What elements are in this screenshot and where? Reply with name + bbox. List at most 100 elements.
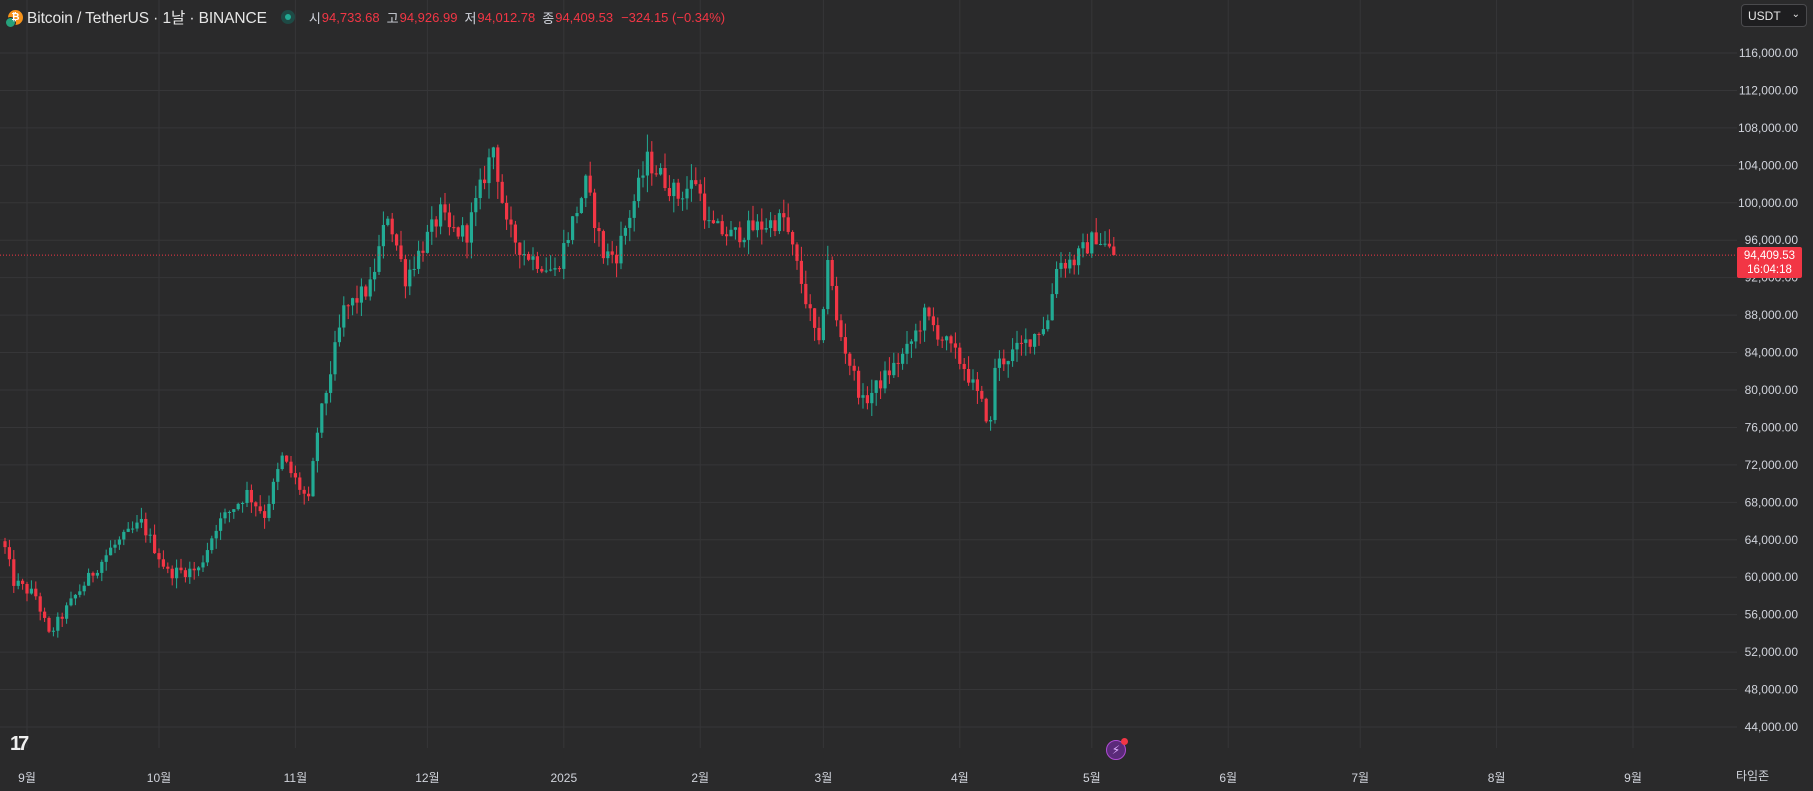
candle-body: [655, 173, 658, 174]
candle-body: [483, 180, 486, 183]
candle-body: [853, 366, 856, 371]
candle-body: [333, 342, 336, 374]
y-tick-label: 64,000.00: [1745, 533, 1799, 547]
candle-body: [839, 320, 842, 337]
symbol-title[interactable]: Bitcoin / TetherUS · 1날 · BINANCE: [27, 6, 267, 28]
candle-body: [417, 251, 420, 269]
candle-body: [782, 213, 785, 217]
currency-select-value: USDT: [1748, 9, 1781, 23]
candle-body: [1090, 232, 1093, 253]
candle-body: [413, 269, 416, 270]
candle-body: [1015, 343, 1018, 350]
x-tick-label: 7월: [1351, 771, 1369, 785]
candle-body: [426, 232, 429, 253]
candle-body: [285, 456, 288, 462]
open-label: 시: [309, 8, 321, 27]
tradingview-logo-icon[interactable]: 17: [10, 733, 26, 756]
candle-body: [479, 180, 482, 198]
candle-body: [875, 380, 878, 393]
candle-body: [30, 589, 33, 594]
candle-body: [976, 379, 979, 391]
candle-body: [734, 227, 737, 229]
candle-body: [967, 369, 970, 383]
candle-body: [179, 568, 182, 571]
candle-body: [443, 204, 446, 212]
y-tick-label: 116,000.00: [1739, 46, 1798, 60]
x-tick-label: 3월: [815, 771, 833, 785]
candle-body: [540, 269, 543, 272]
candle-body: [1112, 246, 1115, 255]
candle-body: [74, 595, 77, 599]
candle-body: [1011, 349, 1014, 361]
y-tick-label: 56,000.00: [1745, 608, 1799, 622]
candle-body: [831, 260, 834, 286]
candle-body: [162, 559, 165, 566]
candle-body: [65, 605, 68, 618]
candle-body: [325, 393, 328, 404]
candle-body: [245, 490, 248, 503]
change-value: −324.15 (−0.34%): [621, 10, 725, 25]
candle-body: [897, 363, 900, 364]
candle-body: [1086, 242, 1089, 253]
candle-body: [184, 570, 187, 577]
candle-body: [575, 213, 578, 216]
candle-body: [457, 227, 460, 236]
candle-body: [721, 221, 724, 234]
candle-body: [91, 573, 94, 576]
timezone-button[interactable]: 타임존: [1736, 767, 1769, 784]
market-open-status-icon[interactable]: [281, 10, 295, 24]
candle-body: [677, 183, 680, 199]
candle-body: [1064, 263, 1067, 269]
candle-body: [96, 573, 99, 576]
candle-body: [545, 271, 548, 272]
candle-body: [769, 220, 772, 228]
candle-body: [210, 538, 213, 550]
candle-body: [1007, 361, 1010, 364]
candle-body: [105, 555, 108, 562]
candle-body: [276, 469, 279, 482]
candle-body: [919, 330, 922, 331]
candle-body: [694, 180, 697, 184]
candle-body: [1095, 232, 1098, 244]
candle-body: [355, 298, 358, 303]
candle-body: [8, 547, 11, 559]
x-tick-label: 6월: [1219, 771, 1237, 785]
candle-body: [518, 243, 521, 255]
candle-body: [421, 251, 424, 253]
candle-body: [39, 596, 42, 611]
candle-body: [954, 343, 957, 347]
x-tick-label: 12월: [415, 771, 439, 785]
candle-body: [87, 573, 90, 586]
candle-body: [386, 219, 389, 225]
candle-body: [848, 354, 851, 366]
candle-body: [360, 286, 363, 302]
y-tick-label: 84,000.00: [1745, 346, 1799, 360]
candle-body: [215, 531, 218, 538]
candle-body: [171, 569, 174, 579]
candle-body: [193, 569, 196, 571]
candle-body: [307, 494, 310, 497]
candle-body: [153, 535, 156, 553]
candle-body: [127, 529, 130, 532]
candle-body: [157, 553, 160, 559]
low-value: 94,012.78: [477, 10, 535, 25]
candle-body: [725, 234, 728, 236]
candle-body: [747, 220, 750, 240]
candle-body: [223, 512, 226, 518]
lightning-icon[interactable]: ⚡: [1106, 740, 1126, 760]
x-tick-label: 8월: [1488, 771, 1506, 785]
candle-body: [681, 198, 684, 199]
candle-body: [25, 584, 28, 594]
candle-body: [61, 617, 64, 619]
candle-body: [1099, 244, 1102, 245]
candle-body: [250, 490, 253, 502]
candle-body: [118, 539, 121, 544]
candle-body: [408, 270, 411, 287]
candle-body: [571, 216, 574, 240]
candle-body: [707, 220, 710, 221]
currency-select[interactable]: USDT ⌄: [1741, 4, 1807, 27]
time-axis: 9월 10월 11월 12월 2025 2월 3월 4월 5월 6월 7월 8월 9월: [18, 771, 1642, 785]
candle-body: [743, 240, 746, 242]
candle-body: [69, 598, 72, 605]
